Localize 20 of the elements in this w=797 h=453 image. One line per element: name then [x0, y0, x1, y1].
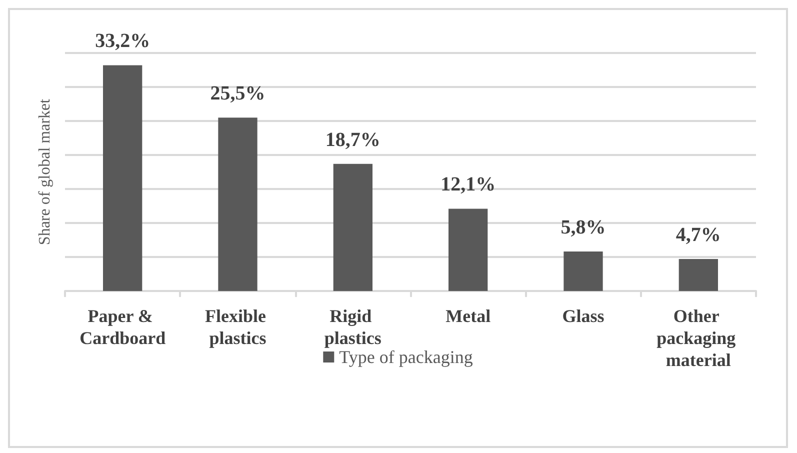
x-tick-label: Glass [562, 306, 604, 326]
x-tick-label: Rigid plastics [324, 306, 382, 348]
data-label: 5,8% [560, 216, 606, 239]
y-axis-title: Share of global market [36, 98, 54, 246]
bar [333, 164, 372, 291]
data-label: 18,7% [325, 128, 380, 151]
data-label: 25,5% [210, 82, 266, 105]
bar [678, 259, 718, 291]
bar [448, 208, 488, 291]
x-tick-label: Paper & Cardboard [80, 306, 166, 348]
bar [218, 118, 258, 291]
bar [564, 252, 603, 291]
data-label: 4,7% [676, 224, 721, 246]
bar [103, 65, 142, 291]
x-tick-label: Other packaging material [656, 306, 740, 370]
x-tick-label: Flexible plastics [205, 306, 270, 348]
x-tick-label: Metal [446, 306, 491, 326]
data-label: 12,1% [440, 174, 496, 196]
legend-label: Type of packaging [339, 347, 473, 367]
data-label: 33,2% [95, 30, 150, 52]
